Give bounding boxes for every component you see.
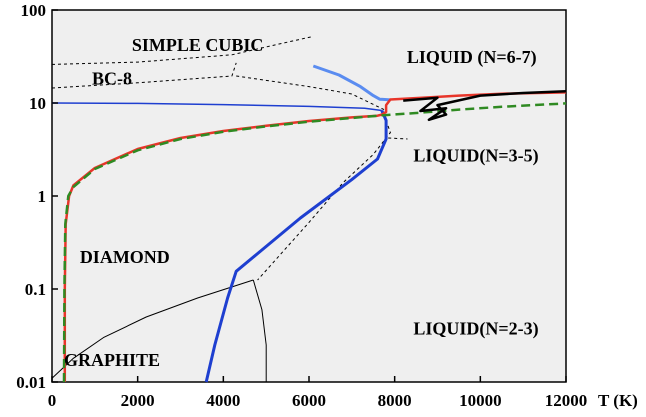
x-tick-label-0: 0 xyxy=(48,391,57,410)
region-label-5: LIQUID(N=2-3) xyxy=(413,318,538,339)
series-line-2 xyxy=(236,75,385,111)
series-line-3 xyxy=(257,114,391,281)
x-tick-label-2: 4000 xyxy=(206,391,240,410)
series-line-6 xyxy=(252,279,267,382)
series-line-5 xyxy=(51,279,254,379)
axis-ticks: 0 2000 4000 6000 8000 10000 12000 100 10 1 0.1 0.01 xyxy=(16,1,587,410)
region-label-6: GRAPHITE xyxy=(64,350,160,370)
x-tick-label-5: 10000 xyxy=(459,391,502,410)
series-line-0 xyxy=(51,35,314,65)
y-tick-label-1: 10 xyxy=(29,94,46,113)
series-layer xyxy=(51,35,567,383)
series-line-9 xyxy=(312,64,391,102)
y-tick-label-2: 1 xyxy=(38,187,47,206)
plot-area xyxy=(51,9,567,383)
region-label-0: SIMPLE CUBIC xyxy=(132,35,264,55)
series-line-11 xyxy=(62,102,567,383)
y-tick-label-0: 100 xyxy=(21,1,47,20)
x-tick-label-1: 2000 xyxy=(121,391,155,410)
x-tick-label-4: 8000 xyxy=(378,391,412,410)
series-line-12 xyxy=(403,89,567,122)
series-line-8 xyxy=(204,109,388,383)
y-tick-label-4: 0.01 xyxy=(16,373,46,392)
region-label-3: LIQUID(N=3-5) xyxy=(413,146,538,167)
region-label-2: LIQUID (N=6-7) xyxy=(407,47,537,68)
x-tick-label-6: 12000 xyxy=(545,391,588,410)
region-label-1: BC-8 xyxy=(92,69,132,89)
x-tick-label-3: 6000 xyxy=(292,391,326,410)
region-label-4: DIAMOND xyxy=(80,247,170,267)
x-axis-label: T (K) xyxy=(598,391,638,410)
series-line-1 xyxy=(51,62,237,89)
series-line-7 xyxy=(51,102,382,112)
y-tick-label-3: 0.1 xyxy=(25,280,46,299)
